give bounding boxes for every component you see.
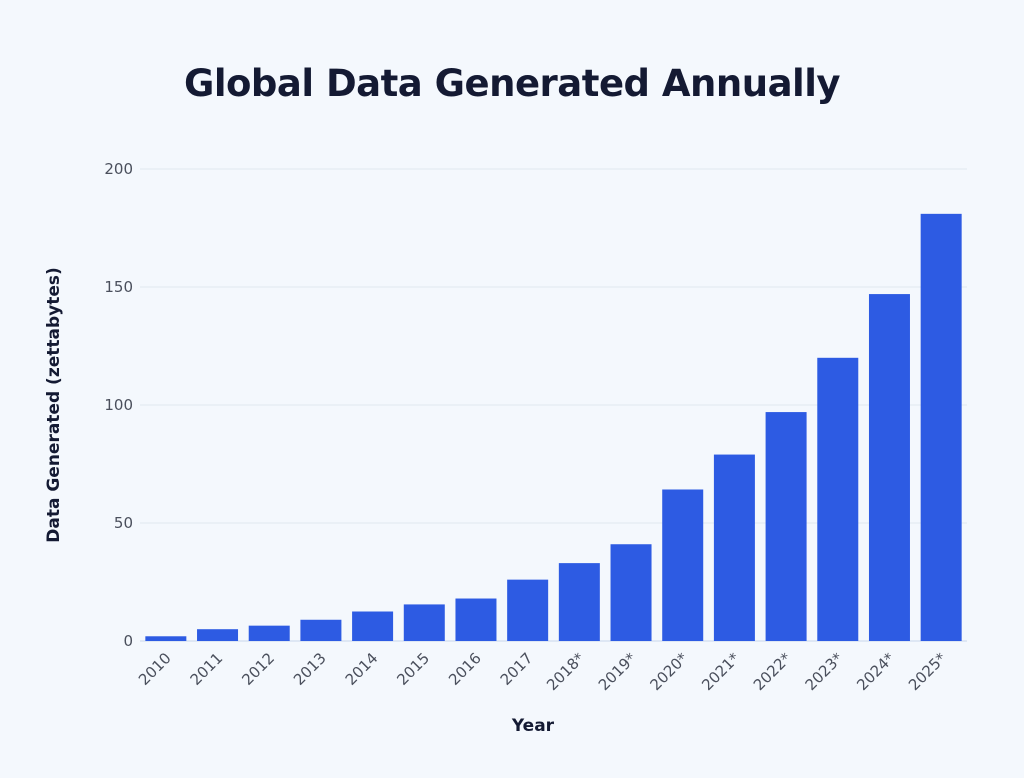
bars	[145, 213, 962, 641]
bar-2022	[765, 412, 807, 641]
y-tick-label: 200	[104, 160, 133, 178]
x-tick-label: 2016	[445, 649, 485, 689]
bar-2010	[145, 636, 187, 641]
bar-2019	[610, 544, 652, 641]
x-tick-label: 2019*	[595, 649, 640, 694]
x-tick-label: 2015	[393, 649, 433, 689]
y-tick-label: 150	[104, 278, 133, 296]
y-tick-label: 50	[114, 514, 133, 532]
bar-2013	[300, 619, 342, 641]
x-tick-label: 2012	[238, 649, 278, 689]
bar-2014	[352, 611, 394, 641]
x-tick-label: 2018*	[543, 649, 588, 694]
y-axis-label: Data Generated (zettabytes)	[44, 267, 64, 543]
bar-2015	[403, 604, 445, 641]
y-tick-labels: 0 50 100 150 200	[104, 160, 133, 650]
x-tick-label: 2025*	[905, 649, 950, 694]
bar-2020	[662, 489, 704, 641]
bar-2011	[197, 629, 239, 641]
bar-2018	[558, 563, 600, 641]
x-tick-label: 2024*	[853, 649, 898, 694]
x-tick-label: 2017	[497, 649, 537, 689]
x-tick-label: 2010	[135, 649, 175, 689]
bar-2023	[817, 357, 859, 641]
bar-2025	[920, 213, 962, 641]
x-tick-labels: 2010 2011 2012 2013 2014 2015 2016 2017 2018* 201…	[135, 649, 950, 694]
bar-2024	[868, 294, 910, 641]
bar-2012	[248, 625, 290, 641]
bar-2016	[455, 598, 497, 641]
x-tick-label: 2022*	[750, 649, 795, 694]
x-tick-label: 2014	[342, 649, 382, 689]
x-tick-label: 2021*	[698, 649, 743, 694]
y-tick-label: 100	[104, 396, 133, 414]
y-tick-label: 0	[123, 632, 133, 650]
x-tick-label: 2011	[187, 649, 227, 689]
x-tick-label: 2020*	[647, 649, 692, 694]
bar-2017	[507, 579, 549, 641]
chart-title: Global Data Generated Annually	[183, 62, 841, 105]
x-tick-label: 2023*	[802, 649, 847, 694]
bar-2021	[713, 454, 755, 641]
x-tick-label: 2013	[290, 649, 330, 689]
x-axis-label: Year	[511, 716, 555, 736]
